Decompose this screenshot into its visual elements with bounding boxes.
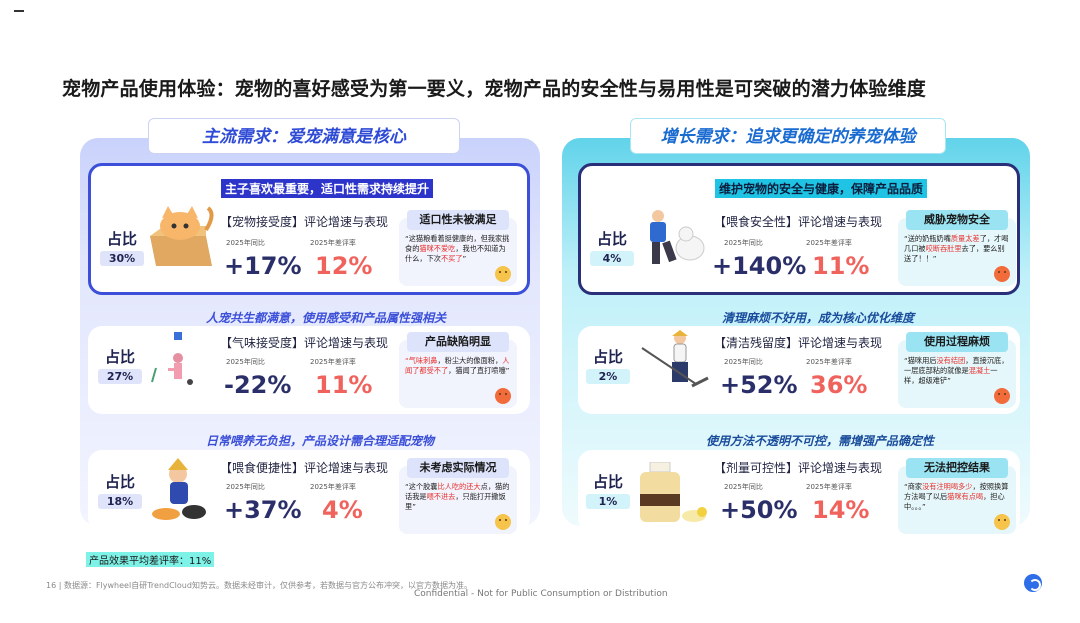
angry-face-icon [495, 388, 511, 404]
person-cleaning-illustration [641, 330, 709, 388]
negative-rate-value: 11% [315, 371, 373, 399]
quote-text: “气味刺鼻，粉尘大的像面粉，人闻了都受不了，猫闻了直打喷嚏” [405, 356, 510, 375]
row-heading: 日常喂养无负担，产品设计需合理适配宠物 [206, 434, 435, 448]
share-value: 4% [590, 251, 634, 266]
negative-rate-value: 12% [315, 252, 373, 280]
share-label: 占比 [592, 348, 623, 366]
share-box: 占比 18% [98, 471, 142, 509]
negative-rate-label: 2025年差评率 [806, 239, 852, 247]
metric-title: 【气味接受度】评论增速与表现 [220, 336, 389, 350]
quote-text: “送的奶瓶奶嘴质量太差了，才喝几口被咬断吞肚里去了，要么别送了！！” [904, 234, 1009, 263]
person-feeding-pets-illustration [152, 458, 206, 520]
negative-rate-label: 2025年差评率 [310, 358, 356, 366]
row-heading: 使用方法不透明不可控，需增强产品确定性 [706, 434, 935, 448]
quote-tag: 未考虑实际情况 [407, 458, 509, 478]
negative-rate-label: 2025年差评率 [310, 483, 356, 491]
share-label: 占比 [104, 348, 135, 366]
person-with-cat-illustration [151, 332, 193, 385]
quote-text: “商家没有注明喝多少，按照换算方法喝了以后猫咪有点喝，担心中。。。” [904, 482, 1009, 511]
quote-card: 未考虑实际情况 “这个胶囊比人吃的还大点，猫的话我是喂不进去，只能打开撒饭里” [399, 458, 517, 534]
quote-text: “这猫粮看着挺健康的，但我家挑食的猫咪不爱吃，我也不知道为什么，下次不买了” [405, 234, 510, 263]
yoy-label: 2025年同比 [226, 239, 265, 247]
metric-title: 【剂量可控性】评论增速与表现 [714, 461, 883, 475]
yoy-label: 2025年同比 [724, 483, 763, 491]
metric-title: 【清洁残留度】评论增速与表现 [714, 336, 883, 350]
page-title: 宠物产品使用体验：宠物的喜好感受为第一要义，宠物产品的安全性与易用性是可突破的潜… [62, 78, 927, 100]
share-box: 占比 4% [590, 228, 634, 266]
share-value: 30% [100, 251, 144, 266]
angry-face-icon [994, 266, 1010, 282]
right-panel-header: 增长需求：追求更确定的养宠体验 [630, 118, 946, 154]
share-box: 占比 30% [100, 228, 144, 266]
yoy-value: -22% [224, 371, 292, 399]
metric-title: 【宠物接受度】评论增速与表现 [220, 215, 389, 229]
neutral-face-icon [495, 266, 511, 282]
yoy-value: +52% [720, 371, 798, 399]
row-heading: 维护宠物的安全与健康，保障产品品质 [715, 179, 928, 198]
quote-tag: 无法把控结果 [906, 458, 1008, 478]
average-negative-rate-note: 产品效果平均差评率：11% [86, 552, 215, 567]
metric-title: 【喂食安全性】评论增速与表现 [714, 215, 883, 229]
person-with-dog-illustration [650, 210, 705, 264]
left-panel-header: 主流需求：爱宠满意是核心 [148, 118, 460, 154]
share-label: 占比 [592, 473, 623, 491]
brand-logo-icon [1024, 574, 1042, 592]
share-box: 占比 1% [586, 471, 630, 509]
share-label: 占比 [106, 230, 137, 248]
yoy-label: 2025年同比 [226, 483, 265, 491]
share-value: 2% [586, 369, 630, 384]
negative-rate-value: 4% [322, 496, 363, 524]
quote-text: “这个胶囊比人吃的还大点，猫的话我是喂不进去，只能打开撒饭里” [405, 482, 510, 511]
share-value: 18% [98, 494, 142, 509]
quote-card: 威胁宠物安全 “送的奶瓶奶嘴质量太差了，才喝几口被咬断吞肚里去了，要么别送了！！… [898, 210, 1016, 286]
share-box: 占比 2% [586, 346, 630, 384]
share-label: 占比 [104, 473, 135, 491]
share-box: 占比 27% [98, 346, 142, 384]
quote-tag: 产品缺陷明显 [407, 332, 509, 352]
quote-card: 适口性未被满足 “这猫粮看着挺健康的，但我家挑食的猫咪不爱吃，我也不知道为什么，… [399, 210, 517, 286]
yoy-label: 2025年同比 [724, 358, 763, 366]
top-mark [14, 10, 24, 12]
share-label: 占比 [596, 230, 627, 248]
negative-rate-label: 2025年差评率 [806, 483, 852, 491]
row-heading: 清理麻烦不好用，成为核心优化维度 [722, 311, 915, 325]
cat-in-box-illustration [150, 206, 214, 266]
quote-card: 产品缺陷明显 “气味刺鼻，粉尘大的像面粉，人闻了都受不了，猫闻了直打喷嚏” [399, 332, 517, 408]
yoy-label: 2025年同比 [226, 358, 265, 366]
quote-card: 使用过程麻烦 “猫咪用后没有结团，直接沉底，一层底部粘的就像是混凝土一样，超级难… [898, 332, 1016, 408]
quote-text: “猫咪用后没有结团，直接沉底，一层底部粘的就像是混凝土一样，超级难铲” [904, 356, 1009, 385]
row-heading: 主子喜欢最重要，适口性需求持续提升 [221, 179, 434, 198]
yoy-value: +37% [224, 496, 302, 524]
yoy-label: 2025年同比 [724, 239, 763, 247]
angry-face-icon [994, 388, 1010, 404]
share-value: 27% [98, 369, 142, 384]
row-heading: 人宠共生都满意，使用感受和产品属性强相关 [206, 311, 447, 325]
data-source-note: 16 | 数据源：Flywheel自研TrendCloud知势云。数据未经审计，… [46, 581, 472, 590]
confidential-notice: Confidential - Not for Public Consumptio… [414, 589, 668, 599]
metric-title: 【喂食便捷性】评论增速与表现 [220, 461, 389, 475]
negative-rate-value: 36% [810, 371, 868, 399]
negative-rate-label: 2025年差评率 [806, 358, 852, 366]
quote-tag: 使用过程麻烦 [906, 332, 1008, 352]
yoy-value: +17% [224, 252, 302, 280]
quote-card: 无法把控结果 “商家没有注明喝多少，按照换算方法喝了以后猫咪有点喝，担心中。。。… [898, 458, 1016, 534]
quote-tag: 适口性未被满足 [407, 210, 509, 230]
supplement-bottle-illustration [640, 462, 707, 522]
negative-rate-value: 11% [812, 252, 870, 280]
quote-tag: 威胁宠物安全 [906, 210, 1008, 230]
neutral-face-icon [994, 514, 1010, 530]
negative-rate-value: 14% [812, 496, 870, 524]
neutral-face-icon [495, 514, 511, 530]
yoy-value: +50% [720, 496, 798, 524]
yoy-value: +140% [712, 252, 807, 280]
share-value: 1% [586, 494, 630, 509]
negative-rate-label: 2025年差评率 [310, 239, 356, 247]
